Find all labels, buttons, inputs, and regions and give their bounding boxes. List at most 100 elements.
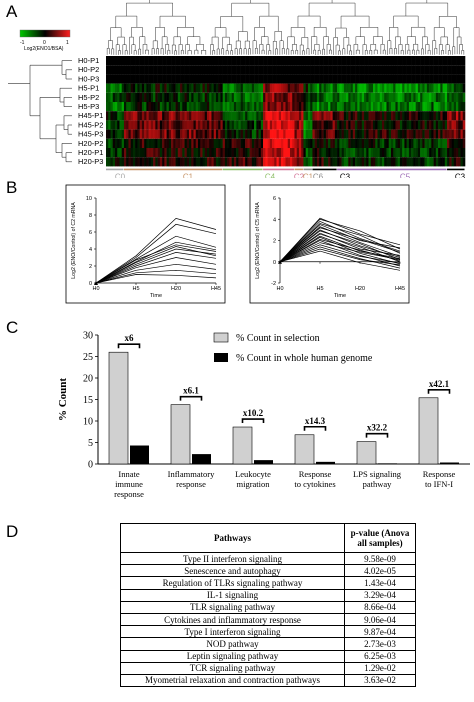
heatmap-cell — [198, 93, 201, 102]
heatmap-cell — [342, 84, 345, 93]
heatmap-cell — [274, 111, 277, 120]
heatmap-cell — [456, 157, 459, 166]
heatmap-cell — [119, 111, 122, 120]
heatmap-cell — [386, 130, 389, 139]
heatmap-cell — [182, 65, 185, 74]
heatmap-cell — [458, 130, 461, 139]
heatmap-cell — [409, 102, 412, 111]
heatmap-cell — [238, 130, 241, 139]
heatmap-cell — [225, 93, 228, 102]
heatmap-cell — [286, 93, 289, 102]
heatmap-cell — [214, 139, 217, 148]
heatmap-cell — [149, 120, 152, 129]
heatmap-cell — [351, 84, 354, 93]
heatmap-cell — [449, 157, 452, 166]
heatmap-cell — [319, 139, 322, 148]
heatmap-cell — [277, 102, 280, 111]
heatmap-cell — [317, 93, 320, 102]
heatmap-cell — [407, 148, 410, 157]
heatmap-cell — [250, 111, 253, 120]
heatmap-cell — [377, 120, 380, 129]
heatmap-cell — [454, 65, 457, 74]
heatmap-cell — [337, 74, 340, 83]
heatmap-cell — [333, 130, 336, 139]
heatmap-cell — [178, 111, 181, 120]
heatmap-cell — [449, 111, 452, 120]
heatmap-cell — [425, 56, 428, 65]
heatmap-cell — [389, 56, 392, 65]
heatmap-cell — [189, 56, 192, 65]
heatmap-cell — [119, 102, 122, 111]
heatmap-cell — [321, 139, 324, 148]
heatmap-cell — [191, 65, 194, 74]
heatmap-matrix — [106, 56, 465, 166]
heatmap-cell — [160, 102, 163, 111]
heatmap-cell — [315, 102, 318, 111]
heatmap-cell — [263, 74, 266, 83]
heatmap-cell — [407, 120, 410, 129]
heatmap-cell — [122, 157, 125, 166]
heatmap-cell — [117, 65, 120, 74]
heatmap-cell — [173, 65, 176, 74]
heatmap-cell — [409, 74, 412, 83]
heatmap-cell — [189, 102, 192, 111]
heatmap-cell — [200, 139, 203, 148]
heatmap-cell — [454, 102, 457, 111]
heatmap-cell — [220, 84, 223, 93]
heatmap-cell — [436, 120, 439, 129]
heatmap-cell — [461, 148, 464, 157]
heatmap-cell — [456, 65, 459, 74]
bar-selection — [295, 435, 314, 464]
heatmap-cell — [283, 139, 286, 148]
bar-genome — [130, 446, 149, 464]
heatmap-cell — [299, 157, 302, 166]
heatmap-cell — [279, 84, 282, 93]
heatmap-cell — [162, 111, 165, 120]
heatmap-cell — [133, 74, 136, 83]
heatmap-cell — [140, 157, 143, 166]
heatmap-cell — [245, 74, 248, 83]
heatmap-cell — [389, 93, 392, 102]
heatmap-cell — [416, 120, 419, 129]
heatmap-cell — [355, 56, 358, 65]
heatmap-cell — [310, 157, 313, 166]
heatmap-cell — [402, 102, 405, 111]
heatmap-cell — [461, 56, 464, 65]
heatmap-cell — [124, 148, 127, 157]
heatmap-cell — [256, 157, 259, 166]
heatmap-cell — [371, 111, 374, 120]
heatmap-cell — [274, 139, 277, 148]
heatmap-cell — [238, 139, 241, 148]
heatmap-cell — [227, 130, 230, 139]
heatmap-cell — [425, 102, 428, 111]
heatmap-cell — [458, 93, 461, 102]
heatmap-cell — [238, 157, 241, 166]
x-tick-label: H20 — [171, 286, 181, 292]
heatmap-cell — [422, 139, 425, 148]
heatmap-cell — [153, 102, 156, 111]
heatmap-cell — [142, 139, 145, 148]
heatmap-cell — [324, 111, 327, 120]
heatmap-cell — [229, 93, 232, 102]
heatmap-cell — [220, 120, 223, 129]
heatmap-cell — [303, 111, 306, 120]
heatmap-cell — [180, 111, 183, 120]
heatmap-cell — [126, 84, 129, 93]
heatmap-cell — [303, 148, 306, 157]
heatmap-cell — [189, 74, 192, 83]
heatmap-cell — [272, 84, 275, 93]
heatmap-cell — [198, 102, 201, 111]
legend-swatch-selection — [214, 333, 228, 342]
heatmap-cell — [395, 130, 398, 139]
heatmap-row-label: H5-P3 — [78, 102, 99, 111]
pathway-pvalue: 4.02e-05 — [345, 565, 416, 577]
heatmap-cell — [360, 93, 363, 102]
heatmap-cell — [220, 111, 223, 120]
heatmap-cell — [290, 130, 293, 139]
heatmap-cell — [362, 74, 365, 83]
heatmap-cell — [122, 130, 125, 139]
heatmap-cell — [389, 74, 392, 83]
heatmap-cell — [178, 120, 181, 129]
heatmap-cell — [317, 148, 320, 157]
heatmap-cell — [131, 93, 134, 102]
